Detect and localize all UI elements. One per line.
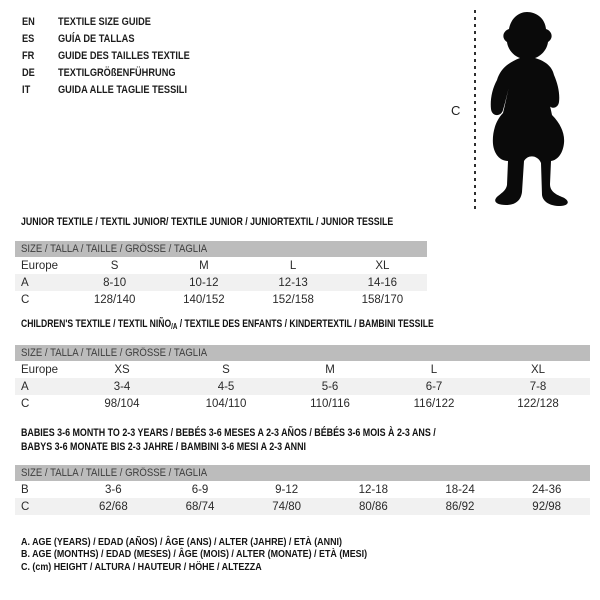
size-cell: M bbox=[199, 259, 209, 272]
size-header-bar: SIZE / TALLA / TAILLE / GRÖSSE / TAGLIA bbox=[15, 241, 427, 257]
language-label: GUIDA ALLE TAGLIE TESSILI bbox=[58, 83, 188, 96]
height-cell: 128/140 bbox=[93, 293, 136, 306]
language-label: GUÍA DE TALLAS bbox=[58, 32, 135, 45]
row-label: B bbox=[21, 483, 29, 496]
height-cell: 74/80 bbox=[272, 500, 302, 513]
row-label: A bbox=[21, 276, 29, 289]
title-subscript: /A bbox=[171, 322, 178, 331]
age-cell: 9-12 bbox=[275, 483, 299, 496]
size-header-label: SIZE / TALLA / TAILLE / GRÖSSE / TAGLIA bbox=[21, 467, 208, 479]
language-row: ES GUÍA DE TALLAS bbox=[22, 30, 215, 47]
babies-table: SIZE / TALLA / TAILLE / GRÖSSE / TAGLIA … bbox=[15, 465, 590, 515]
footnote-a: A. AGE (YEARS) / EDAD (AÑOS) / ÂGE (ANS)… bbox=[21, 536, 342, 548]
age-cell: 6-7 bbox=[425, 380, 443, 393]
table-row-europe: Europe XS S M L XL bbox=[15, 361, 590, 378]
baby-silhouette-icon bbox=[490, 12, 568, 206]
row-label: Europe bbox=[21, 363, 59, 376]
language-code: IT bbox=[22, 83, 31, 96]
language-row: EN TEXTILE SIZE GUIDE bbox=[22, 13, 215, 30]
size-cell: XL bbox=[530, 363, 546, 376]
footnote-c: C. (cm) HEIGHT / ALTURA / HAUTEUR / HÖHE… bbox=[21, 560, 262, 573]
height-cell: 116/122 bbox=[413, 397, 455, 410]
row-label: C bbox=[21, 500, 30, 513]
size-cell: S bbox=[110, 259, 119, 272]
height-cell: 152/158 bbox=[272, 293, 314, 306]
size-cell: XL bbox=[375, 259, 390, 272]
language-label: TEXTILGRÖßENFÜHRUNG bbox=[58, 66, 176, 79]
height-measure-label: C bbox=[451, 103, 461, 118]
language-row: DE TEXTILGRÖßENFÜHRUNG bbox=[22, 64, 215, 81]
babies-title-line2: BABYS 3-6 MONATE BIS 2-3 JAHRE / BAMBINI… bbox=[21, 440, 307, 453]
row-label: C bbox=[21, 397, 30, 410]
age-cell: 5-6 bbox=[321, 380, 339, 393]
age-cell: 3-6 bbox=[105, 483, 122, 496]
size-cell: S bbox=[222, 363, 230, 376]
table-row-europe: Europe S M L XL bbox=[15, 257, 427, 274]
size-cell: XS bbox=[114, 363, 130, 376]
height-cell: 68/74 bbox=[185, 500, 215, 513]
age-cell: 6-9 bbox=[191, 483, 209, 496]
size-header-bar: SIZE / TALLA / TAILLE / GRÖSSE / TAGLIA bbox=[15, 465, 590, 481]
height-cell: 80/86 bbox=[358, 500, 388, 513]
size-header-bar: SIZE / TALLA / TAILLE / GRÖSSE / TAGLIA bbox=[15, 345, 590, 361]
height-cell: 98/104 bbox=[104, 397, 140, 410]
row-label: C bbox=[21, 293, 30, 306]
table-row-height: C 62/68 68/74 74/80 80/86 86/92 92/98 bbox=[15, 498, 590, 515]
language-code: FR bbox=[22, 49, 35, 62]
age-cell: 12-13 bbox=[278, 276, 308, 289]
row-label: Europe bbox=[21, 259, 59, 272]
language-code: ES bbox=[22, 32, 35, 45]
age-cell: 14-16 bbox=[367, 276, 398, 289]
size-header-label: SIZE / TALLA / TAILLE / GRÖSSE / TAGLIA bbox=[21, 347, 208, 359]
age-cell: 4-5 bbox=[217, 380, 235, 393]
age-cell: 18-24 bbox=[445, 483, 475, 496]
language-label: GUIDE DES TAILLES TEXTILE bbox=[58, 49, 190, 62]
height-cell: 104/110 bbox=[205, 397, 247, 410]
children-table: SIZE / TALLA / TAILLE / GRÖSSE / TAGLIA … bbox=[15, 345, 590, 412]
language-row: IT GUIDA ALLE TAGLIE TESSILI bbox=[22, 81, 215, 98]
size-cell: M bbox=[325, 363, 335, 376]
height-cell: 158/170 bbox=[361, 293, 404, 306]
language-label: TEXTILE SIZE GUIDE bbox=[58, 15, 151, 28]
children-table-title: CHILDREN'S TEXTILE / TEXTIL NIÑO/A / TEX… bbox=[21, 318, 434, 331]
height-cell: 122/128 bbox=[517, 397, 559, 410]
height-cell: 86/92 bbox=[445, 500, 475, 513]
footnotes: A. AGE (YEARS) / EDAD (AÑOS) / ÂGE (ANS)… bbox=[21, 536, 428, 573]
height-cell: 92/98 bbox=[532, 500, 562, 513]
age-cell: 12-18 bbox=[358, 483, 389, 496]
age-cell: 7-8 bbox=[529, 380, 547, 393]
height-cell: 62/68 bbox=[98, 500, 128, 513]
babies-title-line1: BABIES 3-6 MONTH TO 2-3 YEARS / BEBÉS 3-… bbox=[21, 427, 436, 439]
language-header: EN TEXTILE SIZE GUIDE ES GUÍA DE TALLAS … bbox=[22, 13, 215, 98]
table-row-height: C 128/140 140/152 152/158 158/170 bbox=[15, 291, 427, 308]
table-row-age: A 3-4 4-5 5-6 6-7 7-8 bbox=[15, 378, 590, 395]
age-cell: 3-4 bbox=[113, 380, 131, 393]
row-label: A bbox=[21, 380, 29, 393]
table-row-age-months: B 3-6 6-9 9-12 12-18 18-24 24-36 bbox=[15, 481, 590, 498]
junior-table: SIZE / TALLA / TAILLE / GRÖSSE / TAGLIA … bbox=[15, 241, 427, 308]
language-row: FR GUIDE DES TAILLES TEXTILE bbox=[22, 47, 215, 64]
footnote-b: B. AGE (MONTHS) / EDAD (MESES) / ÂGE (MO… bbox=[21, 548, 368, 561]
babies-table-title: BABIES 3-6 MONTH TO 2-3 YEARS / BEBÉS 3-… bbox=[21, 427, 533, 454]
size-header-label: SIZE / TALLA / TAILLE / GRÖSSE / TAGLIA bbox=[21, 243, 208, 255]
table-row-height: C 98/104 104/110 110/116 116/122 122/128 bbox=[15, 395, 590, 412]
size-cell: L bbox=[289, 259, 297, 272]
height-cell: 140/152 bbox=[183, 293, 225, 306]
height-cell: 110/116 bbox=[310, 397, 350, 410]
age-cell: 8-10 bbox=[103, 276, 127, 289]
size-cell: L bbox=[430, 363, 438, 376]
age-cell: 24-36 bbox=[531, 483, 562, 496]
height-measure-dotted-line bbox=[474, 10, 476, 211]
age-cell: 10-12 bbox=[189, 276, 219, 289]
language-code: DE bbox=[22, 66, 35, 79]
table-row-age: A 8-10 10-12 12-13 14-16 bbox=[15, 274, 427, 291]
language-code: EN bbox=[22, 15, 35, 28]
junior-table-title: JUNIOR TEXTILE / TEXTIL JUNIOR/ TEXTILE … bbox=[21, 216, 394, 228]
